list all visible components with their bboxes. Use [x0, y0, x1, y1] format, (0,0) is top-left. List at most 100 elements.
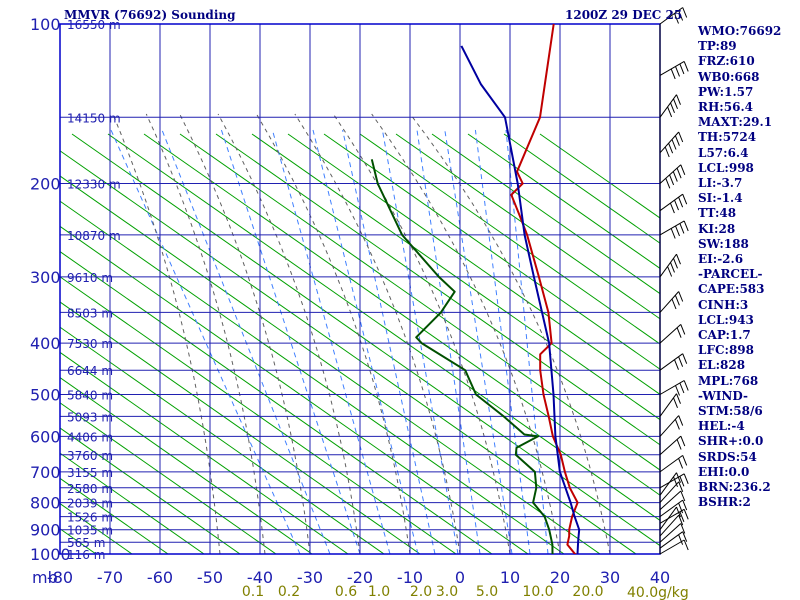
- wind-barb-flag: [676, 94, 681, 105]
- dry-adiabat-line: [0, 134, 24, 554]
- mixing-ratio-line: [271, 129, 391, 554]
- mixing-ratio-line: [444, 129, 513, 554]
- wind-barb-flag: [675, 66, 680, 77]
- wind-barb-shaft: [659, 472, 677, 496]
- wind-barb-flag: [673, 258, 678, 269]
- pressure-unit-label: mb: [32, 568, 58, 587]
- mixing-ratio-label: 10.0: [522, 584, 553, 600]
- wind-barb-flag: [676, 472, 681, 483]
- temperature-tick-label: 0: [455, 568, 465, 587]
- pressure-tick-label: 900: [30, 521, 61, 540]
- wind-barb: [659, 415, 684, 437]
- wind-barb: [659, 380, 689, 396]
- dry-adiabat-line: [71, 133, 660, 547]
- wind-barb-flag: [676, 393, 681, 404]
- wind-barb: [659, 481, 684, 503]
- wind-barb: [659, 393, 681, 417]
- dry-adiabat-line: [60, 250, 493, 554]
- wind-barb-shaft: [659, 514, 680, 537]
- dry-adiabat-line: [323, 133, 660, 370]
- dry-adiabat-line: [395, 133, 660, 320]
- wind-barb-shaft: [659, 7, 683, 25]
- dry-adiabat-line: [60, 351, 349, 554]
- mixing-ratio-label: 40.0g/kg: [627, 585, 689, 600]
- moist-adiabat-line: [294, 113, 461, 554]
- chart-title: MMVR (76692) Sounding: [64, 8, 236, 22]
- dry-adiabat-line: [179, 133, 660, 471]
- observation-time: 1200Z 29 DEC 25: [565, 8, 683, 22]
- wind-barb-flag: [678, 291, 684, 302]
- mixing-ratio-label: 3.0: [436, 584, 458, 600]
- pressure-tick-label: 400: [30, 334, 61, 353]
- height-label: 9610 m: [67, 271, 113, 285]
- wind-barb-flag: [665, 178, 671, 189]
- wind-barb-flag: [668, 143, 674, 154]
- height-label: 7530 m: [67, 337, 113, 351]
- height-label: 5840 m: [67, 389, 113, 403]
- wind-barb: [659, 60, 689, 80]
- sounding-indices-list: WMO:76692 TP:89 FRZ:610 WB0:668 PW:1.57 RH:56…: [698, 24, 781, 511]
- wind-barb-flag: [673, 397, 678, 408]
- height-label: 4406 m: [67, 430, 113, 444]
- dry-adiabat-line: [60, 402, 277, 554]
- wind-barb-shaft: [659, 324, 682, 344]
- wind-barb-shaft: [659, 435, 682, 456]
- index-item: FRZ:610: [698, 54, 755, 69]
- wind-barb-flag: [670, 228, 676, 239]
- wind-barb-flag: [682, 194, 688, 205]
- wind-barb-shaft: [659, 220, 685, 236]
- wind-barb-flag: [678, 534, 684, 545]
- height-label: 16550 m: [67, 18, 121, 32]
- wind-barb-flag: [676, 168, 682, 179]
- temperature-tick-label: -20: [347, 568, 373, 587]
- mixing-ratio-line: [161, 129, 331, 554]
- mixing-ratio-line: [342, 129, 436, 554]
- dry-adiabat-line: [60, 326, 385, 554]
- wind-barb: [659, 220, 689, 239]
- sounding-traces: [370, 24, 581, 554]
- wind-barb-flag: [680, 523, 686, 534]
- temperature-tick-label: 20: [550, 568, 570, 587]
- index-item: EHI:0.0: [698, 464, 750, 479]
- index-item: CINH:3: [698, 297, 749, 312]
- moist-adiabat-line: [256, 113, 411, 554]
- wind-barb-flag: [673, 476, 678, 487]
- wind-barb-shaft: [659, 94, 677, 118]
- mixing-ratio-label: 5.0: [476, 584, 498, 600]
- temperature-tick-label: 30: [600, 568, 620, 587]
- moist-adiabat-line: [145, 113, 266, 554]
- mixing-ratio-label: 0.1: [242, 584, 264, 600]
- index-item: SW:188: [698, 236, 749, 251]
- wind-barb-shaft: [659, 508, 685, 524]
- wind-barb-flag: [680, 435, 686, 447]
- pressure-tick-label: 500: [30, 386, 61, 405]
- index-item: -WIND-: [698, 388, 748, 403]
- wind-barb-shaft: [659, 490, 682, 511]
- wind-barb: [659, 514, 684, 537]
- index-item: TH:5724: [698, 130, 757, 145]
- wind-barb-flag: [671, 298, 677, 310]
- wind-barb-flag: [682, 531, 688, 542]
- index-item: EI:-2.6: [698, 252, 744, 267]
- moist-adiabat-line: [332, 113, 511, 554]
- dry-adiabat-line: [431, 133, 660, 295]
- wind-barb-flag: [678, 502, 684, 514]
- index-item: STM:58/6: [698, 404, 763, 419]
- wind-barb-shaft: [659, 499, 683, 518]
- height-label: 2580 m: [67, 482, 113, 496]
- wind-barb-flag: [682, 7, 688, 18]
- index-item: EL:828: [698, 358, 746, 373]
- wind-barb-flag: [683, 380, 689, 391]
- wind-barb: [659, 454, 688, 473]
- index-item: LCL:998: [698, 160, 754, 175]
- wind-barb-shaft: [659, 253, 677, 278]
- wind-barb-flag: [679, 476, 685, 487]
- wind-barb: [659, 523, 686, 543]
- wind-barb-flag: [683, 61, 689, 72]
- wind-barb-shaft: [659, 415, 680, 437]
- wind-barb-flag: [675, 385, 680, 396]
- height-label: 6644 m: [67, 364, 113, 378]
- wind-barb-shaft: [659, 454, 683, 473]
- index-item: BRN:236.2: [698, 480, 771, 495]
- height-label: 3760 m: [67, 449, 113, 463]
